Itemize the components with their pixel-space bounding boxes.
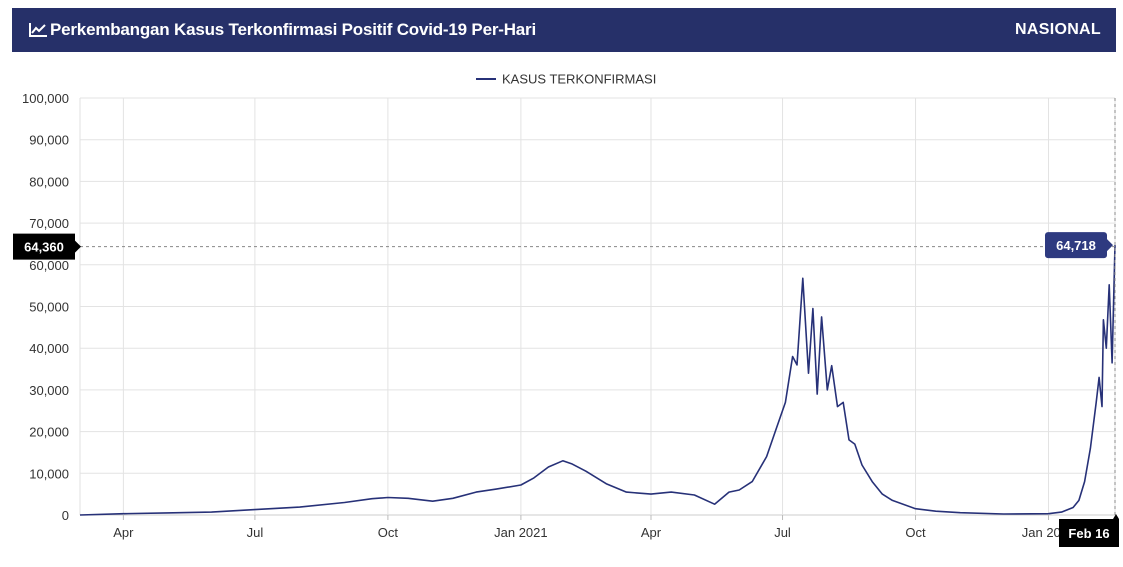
legend-label: KASUS TERKONFIRMASI: [502, 72, 656, 87]
x-crosshair-label-arrow: [1113, 514, 1119, 519]
x-tick-label: Apr: [641, 525, 662, 540]
x-tick-label: Apr: [113, 525, 134, 540]
x-tick-label: Jul: [774, 525, 791, 540]
legend[interactable]: KASUS TERKONFIRMASI: [476, 72, 656, 87]
x-crosshair-label-bg: [1059, 519, 1119, 547]
y-crosshair-label-arrow: [75, 240, 81, 253]
y-tick-label: 10,000: [29, 466, 69, 481]
scope-label: NASIONAL: [1015, 21, 1101, 38]
y-tick-label: 0: [62, 508, 69, 523]
point-tooltip-bg: [1045, 232, 1107, 259]
y-crosshair-label: 64,360: [13, 233, 81, 260]
point-tooltip: 64,718: [1045, 232, 1113, 259]
y-tick-label: 40,000: [29, 341, 69, 356]
y-tick-label: 90,000: [29, 133, 69, 148]
chart-header: Perkembangan Kasus Terkonfirmasi Positif…: [12, 8, 1116, 52]
point-tooltip-arrow: [1107, 239, 1113, 252]
y-tick-label: 100,000: [22, 91, 69, 106]
y-tick-label: 20,000: [29, 425, 69, 440]
y-tick-label: 80,000: [29, 174, 69, 189]
x-tick-label: Jul: [247, 525, 264, 540]
x-axis: Apr Jul Oct Jan 2021 Apr Jul Oct Jan 2022: [113, 515, 1075, 540]
grid: [79, 97, 1116, 516]
y-axis: 0 10,000 20,000 30,000 40,000 50,000 60,000 70,…: [22, 91, 69, 523]
line-chart: 0 10,000 20,000 30,000 40,000 50,000 60,000 70,…: [13, 72, 1119, 547]
y-crosshair-label-text: 64,360: [24, 240, 64, 255]
x-tick-label: Jan 2021: [494, 525, 548, 540]
y-tick-label: 30,000: [29, 383, 69, 398]
y-tick-label: 70,000: [29, 216, 69, 231]
y-tick-label: 50,000: [29, 300, 69, 315]
x-tick-label: Oct: [378, 525, 399, 540]
series-line: [79, 245, 1116, 516]
point-tooltip-text: 64,718: [1056, 238, 1096, 253]
x-crosshair-label-text: Feb 16: [1068, 526, 1109, 541]
chart-title: Perkembangan Kasus Terkonfirmasi Positif…: [50, 20, 536, 39]
y-tick-label: 60,000: [29, 258, 69, 273]
title-wrap: Perkembangan Kasus Terkonfirmasi Positif…: [12, 20, 536, 40]
x-tick-label: Oct: [905, 525, 926, 540]
line-chart-icon: [29, 23, 47, 37]
y-crosshair-label-bg: [13, 233, 75, 260]
x-crosshair-label: Feb 16: [1059, 514, 1119, 547]
